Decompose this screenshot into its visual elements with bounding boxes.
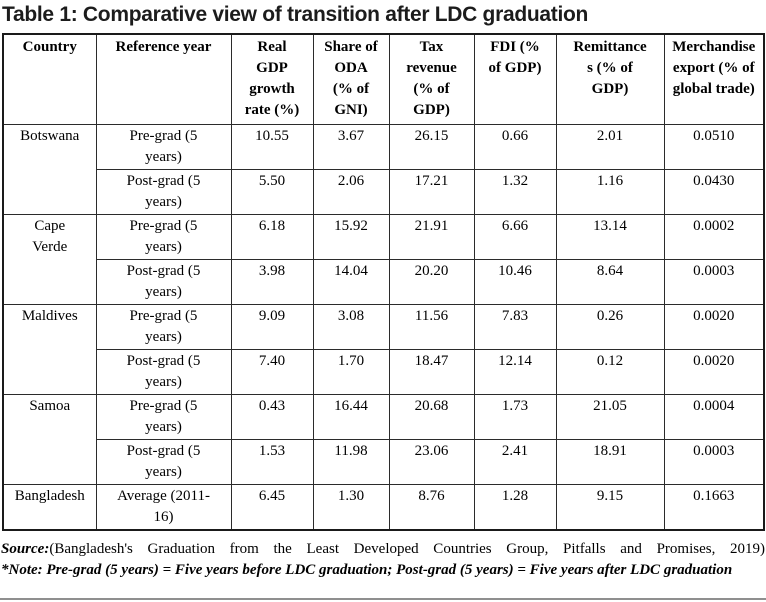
source-label: Source:: [1, 541, 50, 557]
value-cell: 20.68: [388, 394, 475, 440]
reference-year-cell: Average (2011- 16): [95, 484, 232, 531]
column-header-remittances: Remittance s (% of GDP): [555, 33, 665, 125]
value-cell: 26.15: [388, 124, 475, 170]
value-cell: 7.40: [230, 349, 314, 395]
bottom-divider: [0, 598, 766, 600]
value-cell: 6.66: [473, 214, 557, 260]
value-cell: 8.76: [388, 484, 475, 531]
table-row: Samoa Pre-grad (5 years) 0.43 16.44 20.6…: [2, 394, 765, 485]
table-row: Post-grad (5 years) 7.40 1.70 18.47 12.1…: [3, 349, 765, 395]
comparison-table: Country Reference year Real GDP growth r…: [2, 33, 765, 531]
table-row: Post-grad (5 years) 3.98 14.04 20.20 10.…: [3, 259, 765, 305]
table-footnotes: Source:(Bangladesh's Graduation from the…: [1, 539, 765, 580]
value-cell: 10.55: [230, 124, 314, 170]
table-row: Cape Verde Pre-grad (5 years) 6.18 15.92…: [2, 214, 765, 305]
value-cell: 0.1663: [663, 484, 765, 531]
value-cell: 0.66: [473, 124, 557, 170]
table-row: Bangladesh Average (2011- 16) 6.45 1.30 …: [2, 484, 765, 531]
reference-year-cell: Pre-grad (5 years): [95, 124, 232, 170]
value-cell: 3.67: [312, 124, 390, 170]
country-cell: Samoa: [2, 394, 97, 485]
value-cell: 21.05: [555, 394, 665, 440]
reference-year-cell: Pre-grad (5 years): [95, 304, 232, 350]
value-cell: 0.0003: [663, 439, 765, 485]
country-cell: Botswana: [2, 124, 97, 215]
value-cell: 5.50: [230, 169, 314, 215]
source-text: (Bangladesh's Graduation from the Least …: [49, 541, 765, 557]
value-cell: 2.01: [555, 124, 665, 170]
value-cell: 7.83: [473, 304, 557, 350]
value-cell: 13.14: [555, 214, 665, 260]
value-cell: 0.0002: [663, 214, 765, 260]
value-cell: 1.30: [312, 484, 390, 531]
value-cell: 11.98: [312, 439, 390, 485]
value-cell: 1.32: [473, 169, 557, 215]
table-row: Post-grad (5 years) 1.53 11.98 23.06 2.4…: [3, 439, 765, 485]
value-cell: 2.06: [312, 169, 390, 215]
reference-year-cell: Post-grad (5 years): [95, 439, 232, 485]
value-cell: 1.16: [555, 169, 665, 215]
value-cell: 0.0510: [663, 124, 765, 170]
value-cell: 18.91: [555, 439, 665, 485]
source-line: Source:(Bangladesh's Graduation from the…: [1, 539, 765, 559]
country-cell: Cape Verde: [2, 214, 97, 305]
value-cell: 23.06: [388, 439, 475, 485]
value-cell: 1.53: [230, 439, 314, 485]
column-header-merchandise-export: Merchandise export (% of global trade): [663, 33, 765, 125]
column-header-reference-year: Reference year: [95, 33, 232, 125]
value-cell: 1.73: [473, 394, 557, 440]
value-cell: 20.20: [388, 259, 475, 305]
value-cell: 12.14: [473, 349, 557, 395]
table-row: Botswana Pre-grad (5 years) 10.55 3.67 2…: [2, 124, 765, 215]
value-cell: 9.15: [555, 484, 665, 531]
value-cell: 21.91: [388, 214, 475, 260]
value-cell: 17.21: [388, 169, 475, 215]
reference-year-cell: Pre-grad (5 years): [95, 214, 232, 260]
table-title: Table 1: Comparative view of transition …: [2, 3, 589, 26]
header-row: Country Reference year Real GDP growth r…: [2, 33, 765, 125]
note-line: *Note: Pre-grad (5 years) = Five years b…: [1, 562, 733, 578]
value-cell: 0.26: [555, 304, 665, 350]
value-cell: 0.0020: [663, 304, 765, 350]
value-cell: 18.47: [388, 349, 475, 395]
value-cell: 3.08: [312, 304, 390, 350]
table-row: Post-grad (5 years) 5.50 2.06 17.21 1.32…: [3, 169, 765, 215]
column-header-oda-share: Share of ODA (% of GNI): [312, 33, 390, 125]
reference-year-cell: Post-grad (5 years): [95, 259, 232, 305]
value-cell: 10.46: [473, 259, 557, 305]
value-cell: 2.41: [473, 439, 557, 485]
value-cell: 0.0004: [663, 394, 765, 440]
reference-year-cell: Post-grad (5 years): [95, 349, 232, 395]
value-cell: 11.56: [388, 304, 475, 350]
reference-year-cell: Post-grad (5 years): [95, 169, 232, 215]
value-cell: 3.98: [230, 259, 314, 305]
column-header-fdi: FDI (% of GDP): [473, 33, 557, 125]
value-cell: 9.09: [230, 304, 314, 350]
country-cell: Maldives: [2, 304, 97, 395]
value-cell: 15.92: [312, 214, 390, 260]
column-header-tax-revenue: Tax revenue (% of GDP): [388, 33, 475, 125]
value-cell: 1.70: [312, 349, 390, 395]
table-row: Maldives Pre-grad (5 years) 9.09 3.08 11…: [2, 304, 765, 395]
value-cell: 14.04: [312, 259, 390, 305]
value-cell: 0.0003: [663, 259, 765, 305]
column-header-gdp-growth: Real GDP growth rate (%): [230, 33, 314, 125]
value-cell: 0.43: [230, 394, 314, 440]
value-cell: 6.18: [230, 214, 314, 260]
column-header-country: Country: [2, 33, 97, 125]
value-cell: 0.12: [555, 349, 665, 395]
value-cell: 0.0020: [663, 349, 765, 395]
reference-year-cell: Pre-grad (5 years): [95, 394, 232, 440]
country-cell: Bangladesh: [2, 484, 97, 531]
value-cell: 0.0430: [663, 169, 765, 215]
value-cell: 8.64: [555, 259, 665, 305]
value-cell: 1.28: [473, 484, 557, 531]
value-cell: 16.44: [312, 394, 390, 440]
value-cell: 6.45: [230, 484, 314, 531]
